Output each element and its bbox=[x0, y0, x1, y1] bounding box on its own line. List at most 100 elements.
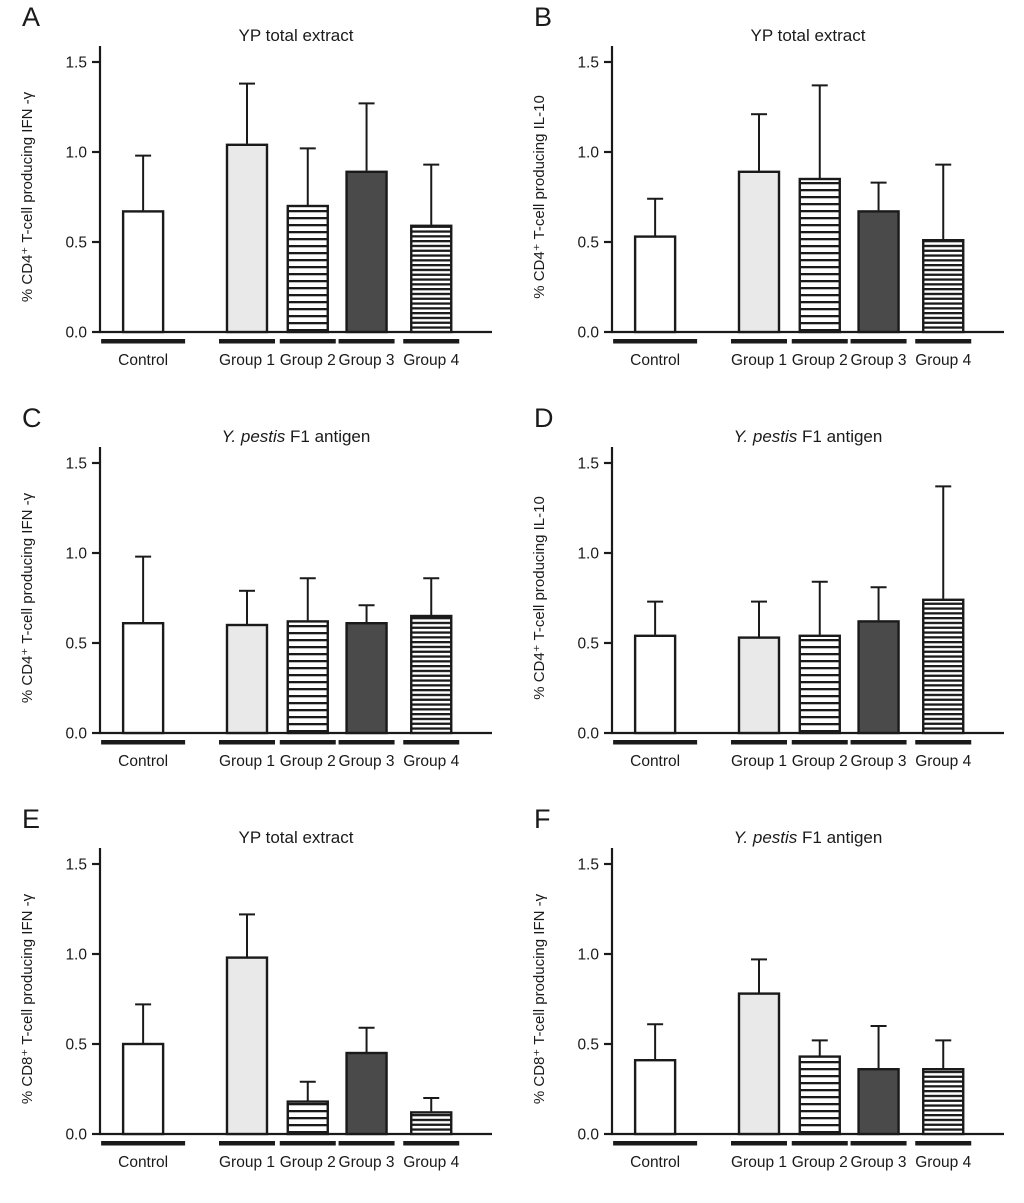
bar-group-2 bbox=[798, 177, 841, 334]
category-underline bbox=[338, 740, 395, 745]
category-label: Group 4 bbox=[915, 352, 971, 369]
bar-control bbox=[121, 210, 165, 334]
category-label: Group 3 bbox=[851, 1154, 907, 1171]
category-underline bbox=[791, 740, 848, 745]
y-tick-label: 0.0 bbox=[65, 1127, 87, 1144]
y-tick-label: 1.0 bbox=[65, 947, 87, 964]
bar-group-2 bbox=[286, 1100, 329, 1136]
panel-D: D Y. pestis F1 antigen % CD4⁺ T-cell pro… bbox=[512, 401, 1024, 802]
category-underline bbox=[850, 740, 907, 745]
bar-control bbox=[121, 1042, 165, 1136]
chart-title: YP total extract bbox=[612, 26, 1004, 46]
bar-chart: % CD8⁺ T-cell producing IFN -γ 0.0 0.5 1.0… bbox=[19, 848, 492, 1171]
category-underline bbox=[403, 339, 460, 344]
category-label: Group 2 bbox=[280, 352, 336, 369]
y-tick-label: 1.5 bbox=[577, 55, 599, 72]
y-tick-label: 0.5 bbox=[65, 1037, 87, 1054]
category-label: Control bbox=[118, 1154, 168, 1171]
bar-chart: % CD4⁺ T-cell producing IL-10 0.0 0.5 1.0 1… bbox=[531, 447, 1004, 770]
bar-group-3 bbox=[857, 1068, 900, 1136]
panel-letter: E bbox=[22, 804, 41, 834]
chart-title-rest: F1 antigen bbox=[285, 427, 371, 446]
category-underline bbox=[791, 339, 848, 344]
y-tick-label: 1.5 bbox=[577, 857, 599, 874]
category-underline bbox=[791, 1141, 848, 1146]
bar-group-1 bbox=[225, 956, 269, 1136]
bar-group-4 bbox=[410, 1111, 453, 1136]
bar-group-2 bbox=[286, 620, 329, 735]
bar-group-1 bbox=[225, 623, 269, 735]
category-underline bbox=[731, 1141, 787, 1146]
y-tick-label: 1.0 bbox=[577, 145, 599, 162]
chart-title: YP total extract bbox=[100, 828, 492, 848]
category-underline bbox=[338, 1141, 395, 1146]
y-tick-label: 1.0 bbox=[577, 546, 599, 563]
panel-letter: B bbox=[534, 2, 553, 32]
bar-control bbox=[633, 634, 677, 735]
category-underline bbox=[613, 1141, 698, 1146]
category-underline bbox=[219, 339, 275, 344]
bar-chart: % CD4⁺ T-cell producing IL-10 0.0 0.5 1.0 1… bbox=[531, 46, 1004, 369]
category-underline bbox=[915, 1141, 972, 1146]
y-tick-label: 0.0 bbox=[577, 1127, 599, 1144]
y-axis-label: % CD4⁺ T-cell producing IFN -γ bbox=[19, 492, 36, 703]
y-tick-label: 0.5 bbox=[577, 1037, 599, 1054]
bar-group-2 bbox=[798, 1055, 841, 1136]
bar-group-3 bbox=[857, 210, 900, 334]
category-label: Group 3 bbox=[851, 352, 907, 369]
category-underline bbox=[850, 1141, 907, 1146]
bar-group-1 bbox=[225, 143, 269, 334]
category-label: Group 3 bbox=[851, 753, 907, 770]
bar-group-1 bbox=[737, 170, 781, 334]
panel-F: F Y. pestis F1 antigen % CD8⁺ T-cell pro… bbox=[512, 802, 1024, 1203]
bar-group-3 bbox=[345, 1051, 388, 1136]
chart-title-italic: Y. pestis bbox=[221, 427, 286, 446]
bar-chart: % CD4⁺ T-cell producing IFN -γ 0.0 0.5 1.0… bbox=[19, 46, 492, 369]
category-label: Group 2 bbox=[280, 1154, 336, 1171]
category-underline bbox=[101, 1141, 186, 1146]
y-tick-label: 0.0 bbox=[65, 325, 87, 342]
bar-chart: % CD4⁺ T-cell producing IFN -γ 0.0 0.5 1.0… bbox=[19, 447, 492, 770]
y-axis-label: % CD8⁺ T-cell producing IFN -γ bbox=[19, 893, 36, 1104]
y-axis-label: % CD4⁺ T-cell producing IL-10 bbox=[531, 95, 548, 299]
category-underline bbox=[279, 1141, 336, 1146]
category-label: Group 3 bbox=[339, 1154, 395, 1171]
category-underline bbox=[915, 740, 972, 745]
category-underline bbox=[731, 740, 787, 745]
bar-group-2 bbox=[286, 204, 329, 334]
y-tick-label: 0.0 bbox=[577, 325, 599, 342]
chart-title-italic: Y. pestis bbox=[733, 828, 798, 847]
panel-E: E YP total extract % CD8⁺ T-cell produci… bbox=[0, 802, 512, 1203]
y-tick-label: 1.0 bbox=[65, 546, 87, 563]
y-tick-label: 1.0 bbox=[577, 947, 599, 964]
bar-group-4 bbox=[922, 238, 965, 334]
chart-title-rest: YP total extract bbox=[238, 26, 354, 45]
category-label: Group 3 bbox=[339, 352, 395, 369]
category-underline bbox=[101, 740, 186, 745]
category-label: Group 1 bbox=[731, 352, 787, 369]
chart-title-rest: F1 antigen bbox=[797, 427, 883, 446]
panel-B: B YP total extract % CD4⁺ T-cell produci… bbox=[512, 0, 1024, 401]
y-tick-label: 1.5 bbox=[65, 456, 87, 473]
chart-title: YP total extract bbox=[100, 26, 492, 46]
y-tick-label: 0.5 bbox=[65, 235, 87, 252]
bar-group-4 bbox=[922, 598, 965, 735]
bar-group-2 bbox=[798, 634, 841, 735]
y-axis-label: % CD4⁺ T-cell producing IL-10 bbox=[531, 496, 548, 700]
bar-group-3 bbox=[345, 170, 388, 334]
panel-letter: A bbox=[22, 2, 41, 32]
category-label: Control bbox=[630, 352, 680, 369]
category-label: Group 2 bbox=[280, 753, 336, 770]
y-tick-label: 0.5 bbox=[65, 636, 87, 653]
category-label: Control bbox=[118, 352, 168, 369]
category-underline bbox=[403, 1141, 460, 1146]
bar-group-1 bbox=[737, 636, 781, 735]
category-underline bbox=[338, 339, 395, 344]
category-label: Group 1 bbox=[219, 753, 275, 770]
category-label: Group 4 bbox=[403, 1154, 459, 1171]
category-underline bbox=[915, 339, 972, 344]
bar-group-4 bbox=[410, 224, 453, 334]
category-label: Group 4 bbox=[915, 1154, 971, 1171]
y-tick-label: 0.5 bbox=[577, 636, 599, 653]
panel-letter: F bbox=[534, 804, 551, 834]
